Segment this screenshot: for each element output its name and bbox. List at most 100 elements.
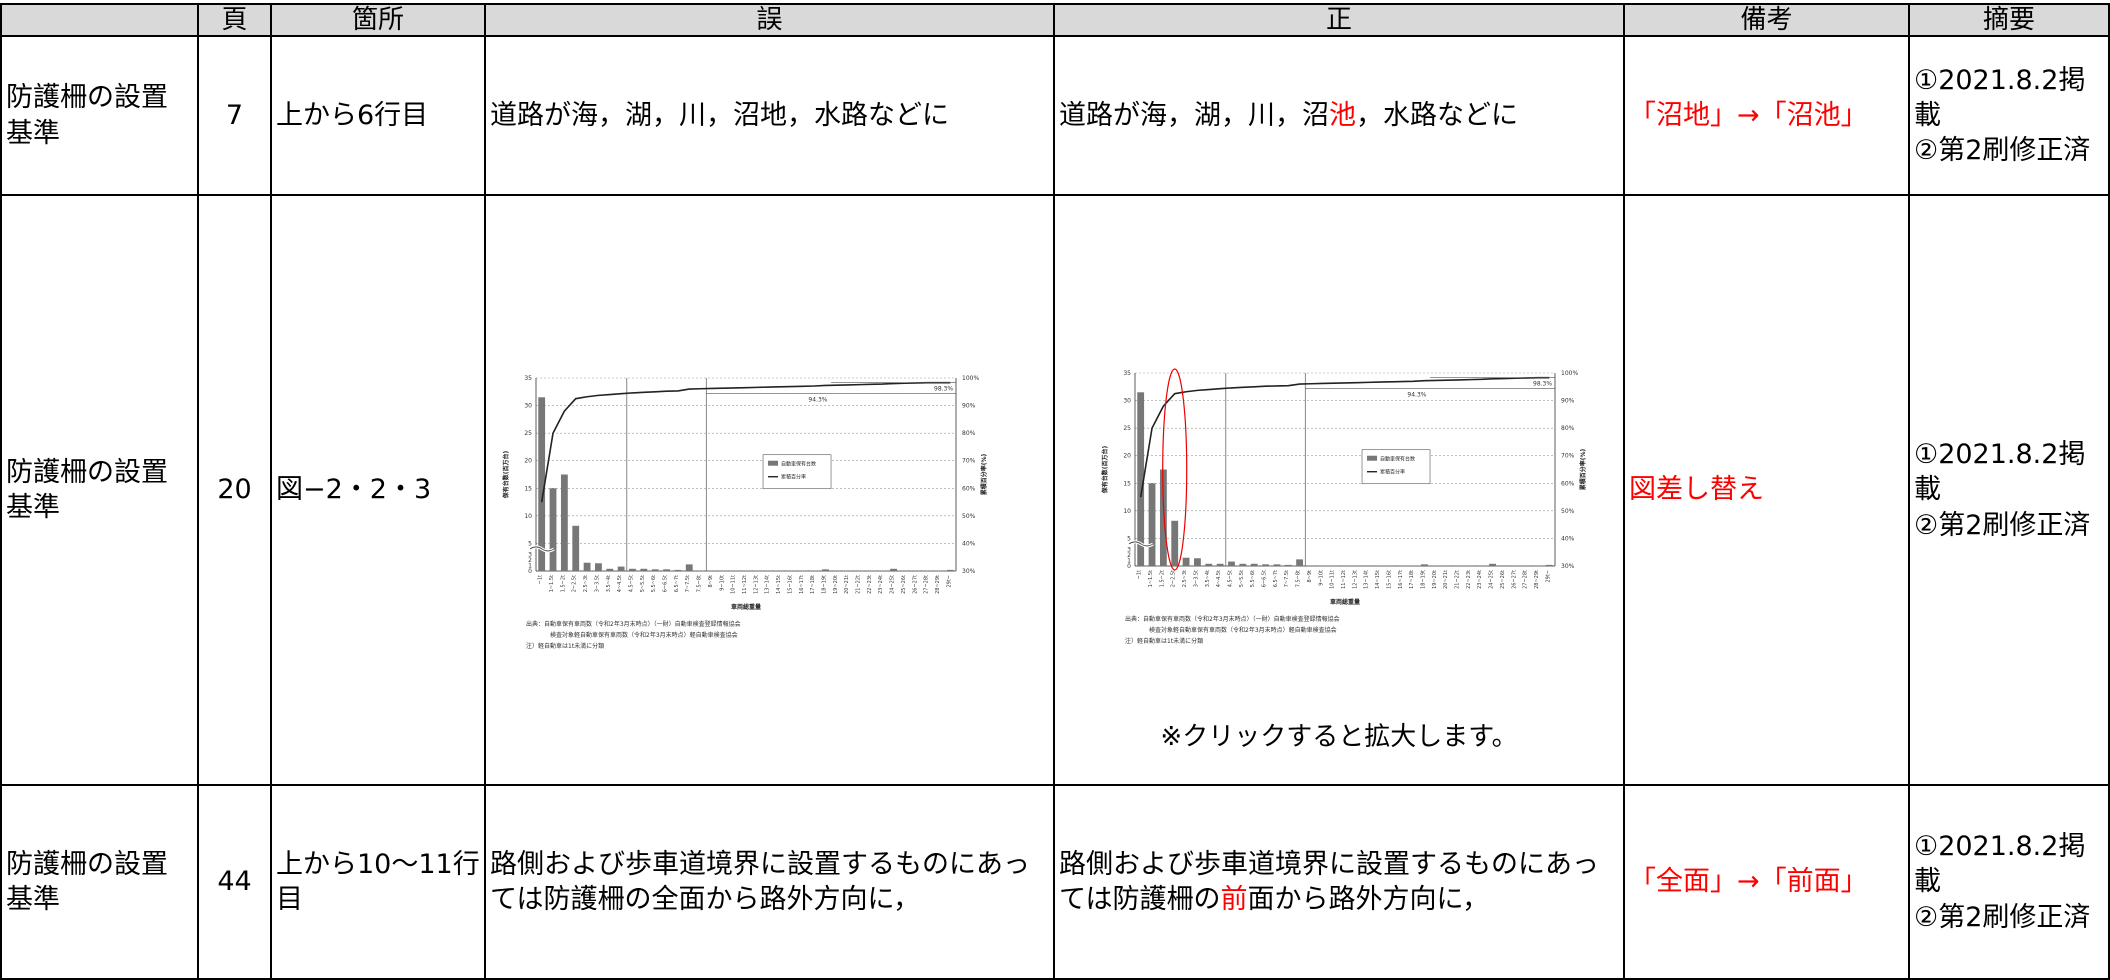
y-tick-label: 0: [528, 568, 532, 575]
highlight-ellipse: [1162, 368, 1188, 571]
location-cell: 上から6行目: [270, 35, 486, 196]
header-cell-page: 頁: [197, 3, 272, 37]
bar: [1273, 564, 1281, 566]
bar: [640, 568, 648, 571]
page-cell: 7: [197, 35, 272, 196]
x-tick-label: 14~15t: [1375, 570, 1381, 589]
y-axis-title: 保有台数(百万台): [1101, 446, 1109, 495]
correct-cell: 路側および歩車道境界に設置するものにあっては防護柵の前面から路外方向に，: [1053, 784, 1625, 980]
source-note: 注）軽自動車は1t未満に分類: [526, 642, 604, 650]
correct-cell: 道路が海，湖，川，沼池，水路などに: [1053, 35, 1625, 196]
x-tick-label: 5.5~6t: [651, 575, 657, 592]
bar: [583, 562, 591, 571]
bar: [1455, 565, 1462, 566]
correct-figure[interactable]: 30% 40% 50% 60% 70% 80% 90% 100% 0 1 2 3 5 10 15 20 25 30…: [1095, 361, 1600, 661]
y-tick-label: 3: [528, 551, 532, 558]
bar: [799, 570, 807, 571]
x-tick-label: 20~21t: [844, 575, 850, 594]
x-tick-label: 6~6.5t: [1262, 570, 1268, 587]
bar: [1545, 564, 1553, 566]
bar: [1352, 565, 1360, 566]
bar: [1489, 563, 1496, 566]
x-tick-label: 3.5~4t: [1205, 570, 1211, 587]
x-tick-label: ~1t: [1137, 570, 1143, 579]
legend-label: 累積百分率: [1380, 469, 1405, 476]
bar: [912, 570, 920, 571]
summary-line: ①2021.8.2掲載: [1914, 64, 2086, 131]
source-note: 注）軽自動車は1t未満に分類: [1125, 637, 1203, 645]
y2-axis-title: 累積百分率(%): [980, 453, 988, 495]
bar: [742, 570, 750, 571]
x-tick-label: 4.5~5t: [628, 575, 634, 592]
legend-box: [762, 454, 832, 490]
y2-tick-label: 90%: [962, 403, 976, 410]
table-row: 防護柵の設置基準 20 図−2・2・3 30% 40% 50% 60% 70% 80% 90…: [0, 194, 2110, 786]
bar: [1194, 558, 1201, 566]
summary-line: ①2021.8.2掲載: [1914, 831, 2086, 898]
x-tick-label: 4.5~5t: [1227, 570, 1233, 587]
bar: [1409, 565, 1417, 566]
bar: [776, 570, 784, 571]
x-tick-label: 19~20t: [833, 575, 839, 594]
correct-chart: 30%40%50%60%70%80%90%100%012351015202530…: [1101, 368, 1587, 645]
bar: [924, 570, 932, 571]
x-tick-label: 5.5~6t: [1250, 570, 1256, 587]
x-tick-label: 24~25t: [1489, 570, 1495, 589]
bar: [1239, 563, 1247, 566]
bar: [878, 570, 886, 571]
x-axis-title: 車両総重量: [1330, 598, 1360, 606]
x-tick-label: 2~2.5t: [572, 575, 578, 592]
y2-tick-label: 90%: [1561, 398, 1575, 405]
x-tick-label: 18~19t: [821, 575, 827, 594]
legend-label: 自動車保有台数: [1380, 456, 1415, 463]
x-tick-label: 3.5~4t: [606, 575, 612, 592]
y-tick-label: 1: [528, 562, 532, 569]
y2-tick-label: 50%: [1561, 508, 1575, 515]
bar: [1296, 559, 1303, 566]
x-axis-title: 車両総重量: [731, 603, 761, 611]
y-tick-label: 15: [524, 485, 532, 492]
y2-tick-label: 30%: [962, 568, 976, 575]
correct-text: 道路が海，湖，川，沼: [1059, 99, 1329, 131]
summary-line: ①2021.8.2掲載: [1914, 439, 2086, 506]
bar: [1228, 561, 1235, 566]
x-tick-label: 7.5~8t: [1296, 570, 1302, 587]
x-tick-label: ~1t: [538, 575, 544, 584]
x-tick-label: 1~1.5t: [1148, 570, 1154, 587]
y-tick-label: 5: [528, 540, 532, 547]
x-tick-label: 3~3.5t: [594, 575, 600, 592]
bar: [572, 525, 580, 571]
x-tick-label: 21~22t: [856, 575, 862, 594]
y-tick-label: 20: [1123, 453, 1131, 460]
book-name-cell: 防護柵の設置基準: [0, 194, 199, 786]
bar: [1182, 557, 1190, 566]
correct-highlight: 池: [1329, 99, 1356, 131]
x-tick-label: 3~3.5t: [1193, 570, 1199, 587]
x-tick-label: 6.5~7t: [1273, 570, 1279, 587]
bar: [844, 570, 852, 571]
x-tick-label: 20~21t: [1443, 570, 1449, 589]
x-tick-label: 11~12t: [1341, 570, 1347, 589]
header-cell-location: 箇所: [270, 3, 486, 37]
wrong-figure[interactable]: 30% 40% 50% 60% 70% 80% 90% 100% 0 1 2 3 5 10 15 20 25 30…: [496, 366, 1001, 666]
bar: [719, 570, 727, 571]
x-tick-label: 5~5.5t: [640, 575, 646, 592]
summary-cell: ①2021.8.2掲載 ②第2刷修正済: [1908, 784, 2110, 980]
bar: [651, 569, 659, 571]
header-cell-wrong: 誤: [484, 3, 1055, 37]
bar: [1284, 564, 1292, 566]
bar: [606, 568, 614, 571]
x-tick-label: 13~14t: [1364, 570, 1370, 589]
bar: [1364, 565, 1372, 566]
x-tick-label: 1.5~2t: [560, 575, 566, 592]
bar: [1250, 563, 1258, 566]
page-cell: 44: [197, 784, 272, 980]
cumulative-line: [540, 381, 951, 503]
x-tick-label: 10~11t: [731, 575, 737, 594]
bar: [1523, 565, 1531, 566]
note-cell: 「沼地」→「沼池」: [1623, 35, 1910, 196]
bar: [663, 569, 670, 571]
y-tick-label: 25: [1123, 425, 1131, 432]
x-tick-label: 22~23t: [867, 575, 873, 594]
summary-cell: ①2021.8.2掲載 ②第2刷修正済: [1908, 194, 2110, 786]
